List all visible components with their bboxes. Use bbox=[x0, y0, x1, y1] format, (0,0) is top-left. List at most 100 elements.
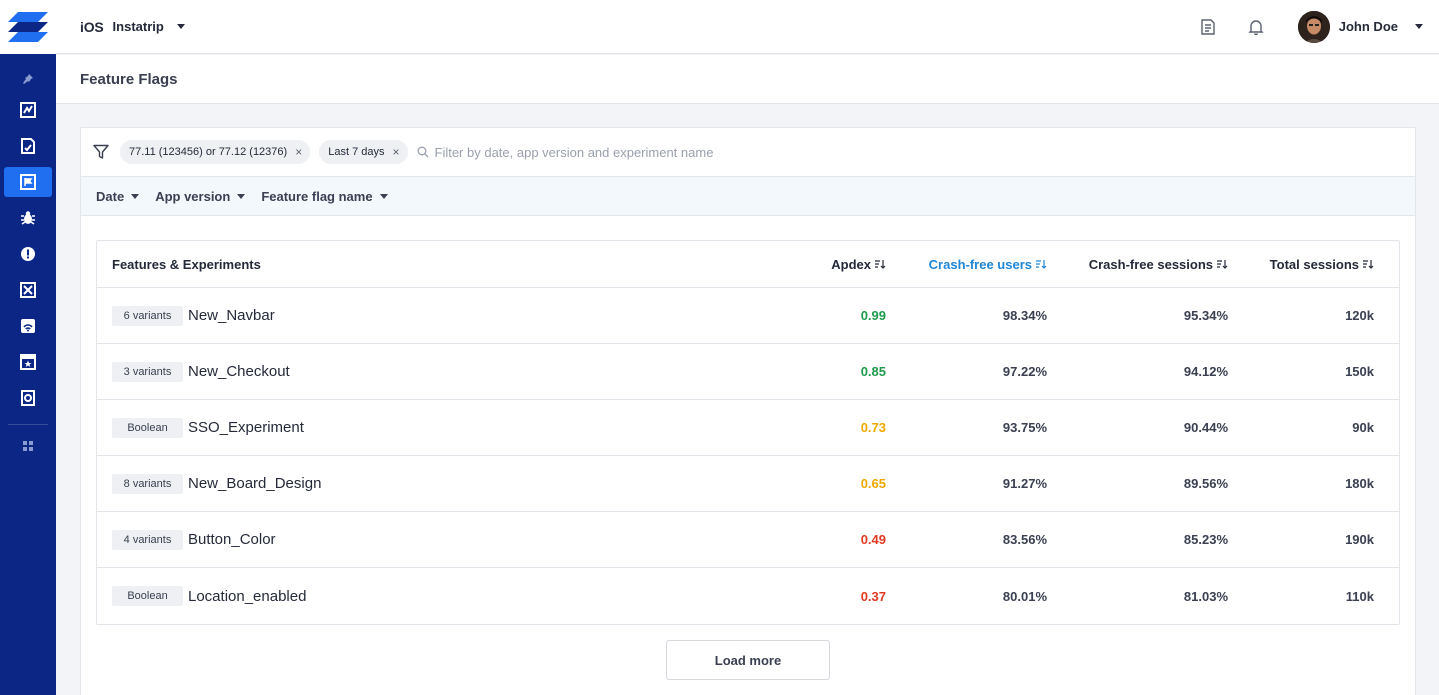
dropdown-label: Feature flag name bbox=[261, 188, 373, 204]
column-header-total-sessions[interactable]: Total sessions bbox=[1270, 257, 1374, 272]
sidebar-item-ratings[interactable] bbox=[0, 344, 56, 380]
column-header-crash-free-sessions[interactable]: Crash-free sessions bbox=[1089, 257, 1228, 272]
sidebar-item-network[interactable] bbox=[0, 308, 56, 344]
table-header-row: Features & Experiments Apdex Crash-free … bbox=[97, 241, 1399, 288]
feature-flags-card: 77.11 (123456) or 77.12 (12376) × Last 7… bbox=[80, 127, 1416, 695]
brand-logo[interactable] bbox=[0, 0, 56, 54]
crash-free-users-value: 80.01% bbox=[1002, 588, 1047, 604]
filter-search-input[interactable] bbox=[434, 144, 835, 160]
filter-bar: 77.11 (123456) or 77.12 (12376) × Last 7… bbox=[81, 128, 1415, 177]
table-row[interactable]: 4 variants Button_Color 0.49 83.56% 85.2… bbox=[97, 512, 1399, 568]
crash-free-users-value: 97.22% bbox=[1002, 364, 1047, 379]
feature-flags-table: Features & Experiments Apdex Crash-free … bbox=[96, 240, 1400, 625]
flag-name: New_Checkout bbox=[188, 363, 290, 380]
sidebar-item-crashes[interactable] bbox=[0, 236, 56, 272]
chevron-down-icon bbox=[131, 193, 140, 199]
total-sessions-value: 90k bbox=[1352, 420, 1374, 435]
table-row[interactable]: Boolean SSO_Experiment 0.73 93.75% 90.44… bbox=[97, 400, 1399, 456]
notifications-button[interactable] bbox=[1244, 15, 1268, 39]
search-icon bbox=[417, 146, 428, 158]
date-dropdown[interactable]: Date bbox=[96, 188, 140, 204]
docs-button[interactable] bbox=[1196, 15, 1220, 39]
releases-icon bbox=[21, 390, 35, 406]
crash-free-users-value: 83.56% bbox=[1002, 532, 1047, 547]
feature-flag-name-dropdown[interactable]: Feature flag name bbox=[261, 188, 388, 204]
dashboard-icon bbox=[20, 102, 36, 118]
app-switcher[interactable]: iOS Instatrip bbox=[80, 19, 185, 35]
exceptions-icon bbox=[20, 282, 36, 298]
apdex-value: 0.49 bbox=[860, 532, 886, 547]
total-sessions-value: 120k bbox=[1345, 308, 1374, 323]
feature-flags-icon bbox=[20, 174, 36, 190]
sidebar-item-bugs[interactable] bbox=[0, 200, 56, 236]
sidebar-item-exceptions[interactable] bbox=[0, 272, 56, 308]
filter-chip-label: Last 7 days bbox=[328, 146, 385, 158]
flag-name: SSO_Experiment bbox=[188, 419, 304, 436]
sidebar-item-releases[interactable] bbox=[0, 380, 56, 416]
apps-grid-icon bbox=[23, 441, 33, 451]
filter-chip-app-version: 77.11 (123456) or 77.12 (12376) × bbox=[120, 140, 311, 164]
sidebar-item-apps[interactable] bbox=[0, 433, 56, 459]
app-name: Instatrip bbox=[112, 19, 164, 34]
column-header-name: Features & Experiments bbox=[112, 256, 261, 272]
bell-icon bbox=[1248, 19, 1264, 35]
page-title: Feature Flags bbox=[80, 70, 178, 88]
table-row[interactable]: 8 variants New_Board_Design 0.65 91.27% … bbox=[97, 456, 1399, 512]
close-icon[interactable]: × bbox=[295, 145, 303, 159]
filter-chip-date: Last 7 days × bbox=[319, 140, 408, 164]
close-icon[interactable]: × bbox=[392, 145, 400, 159]
total-sessions-value: 110k bbox=[1345, 588, 1374, 604]
column-header-crash-free-users[interactable]: Crash-free users bbox=[929, 257, 1047, 272]
filter-chip-label: 77.11 (123456) or 77.12 (12376) bbox=[129, 146, 288, 158]
flag-name: Location_enabled bbox=[188, 587, 307, 605]
crash-free-users-value: 91.27% bbox=[1002, 476, 1047, 491]
platform-label: iOS bbox=[80, 18, 104, 35]
sort-icon bbox=[1036, 259, 1047, 269]
column-header-apdex[interactable]: Apdex bbox=[831, 257, 886, 272]
total-sessions-value: 190k bbox=[1345, 532, 1374, 547]
filter-dropdown-bar: Date App version Feature flag name bbox=[81, 177, 1415, 216]
document-icon bbox=[1201, 18, 1215, 35]
app-version-dropdown[interactable]: App version bbox=[155, 188, 246, 204]
sidebar-divider bbox=[8, 424, 48, 425]
chevron-down-icon bbox=[379, 193, 388, 199]
page-header: Feature Flags bbox=[56, 55, 1439, 104]
filter-icon bbox=[93, 144, 109, 159]
flag-name: New_Navbar bbox=[188, 307, 275, 324]
apdex-value: 0.73 bbox=[860, 420, 886, 435]
sidebar bbox=[0, 0, 56, 695]
sidebar-item-reports[interactable] bbox=[0, 128, 56, 164]
sidebar-item-feature-flags[interactable] bbox=[0, 164, 56, 200]
crash-alert-icon bbox=[21, 247, 35, 261]
apdex-value: 0.65 bbox=[860, 476, 886, 491]
dropdown-label: App version bbox=[155, 188, 231, 204]
sidebar-item-pin[interactable] bbox=[0, 66, 56, 92]
load-more-button[interactable]: Load more bbox=[666, 640, 830, 680]
avatar bbox=[1297, 10, 1330, 43]
table-row[interactable]: 3 variants New_Checkout 0.85 97.22% 94.1… bbox=[97, 344, 1399, 400]
top-bar: iOS Instatrip John Doe bbox=[56, 0, 1439, 54]
sidebar-item-dashboard[interactable] bbox=[0, 92, 56, 128]
pin-icon bbox=[23, 74, 33, 84]
variant-badge: 3 variants bbox=[112, 361, 183, 382]
reports-icon bbox=[21, 138, 35, 154]
dropdown-label: Date bbox=[96, 188, 125, 204]
sort-icon bbox=[875, 259, 886, 269]
flag-name: Button_Color bbox=[188, 531, 276, 548]
filter-search bbox=[417, 144, 835, 160]
apdex-value: 0.85 bbox=[860, 364, 886, 379]
sort-icon bbox=[1363, 259, 1374, 269]
variant-badge: Boolean bbox=[112, 586, 183, 606]
crash-free-sessions-value: 85.23% bbox=[1183, 532, 1228, 547]
chevron-down-icon bbox=[237, 193, 246, 199]
bug-icon bbox=[21, 211, 35, 225]
variant-badge: 6 variants bbox=[112, 305, 183, 326]
crash-free-users-value: 98.34% bbox=[1002, 308, 1047, 323]
user-menu[interactable]: John Doe bbox=[1297, 10, 1423, 43]
crash-free-sessions-value: 90.44% bbox=[1183, 420, 1228, 435]
table-row[interactable]: Boolean Location_enabled 0.37 80.01% 81.… bbox=[97, 568, 1399, 624]
brand-logo-icon bbox=[8, 12, 48, 42]
table-row[interactable]: 6 variants New_Navbar 0.99 98.34% 95.34%… bbox=[97, 288, 1399, 344]
variant-badge: 4 variants bbox=[112, 529, 183, 550]
crash-free-users-value: 93.75% bbox=[1002, 420, 1047, 435]
